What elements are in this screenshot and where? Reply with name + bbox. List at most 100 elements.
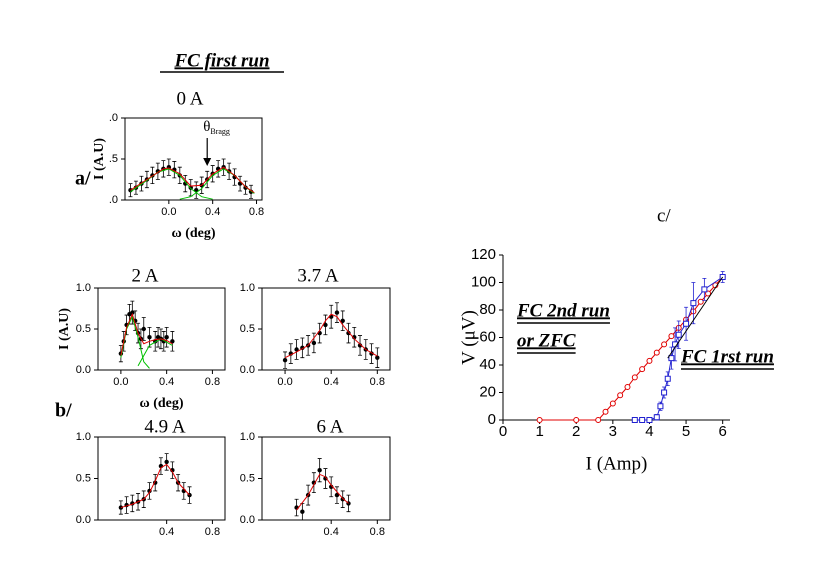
data-point (334, 492, 340, 498)
data-point (340, 497, 345, 502)
data-point (311, 340, 317, 346)
series-line (284, 313, 378, 359)
panel-label: b/ (55, 400, 72, 422)
x-tick-label: 0.8 (205, 526, 220, 538)
data-point (352, 335, 357, 340)
data-point (631, 417, 638, 423)
chart-title: 4.9 A (144, 416, 185, 437)
data-point (340, 318, 345, 323)
data-point (164, 335, 169, 340)
y-tick-label: .0 (109, 112, 118, 124)
data-point (282, 357, 288, 363)
y-tick-label: 40 (479, 356, 496, 373)
data-point (317, 468, 322, 473)
data-point (661, 389, 668, 396)
chart-title: 3.7 A (297, 265, 338, 286)
y-tick-label: 0.0 (76, 364, 91, 376)
series-line (120, 463, 190, 509)
series-line (120, 312, 173, 356)
data-point (668, 333, 675, 340)
annotation-subscript: Bragg (210, 127, 230, 136)
data-point (357, 343, 363, 348)
annotation: θBragg (203, 119, 230, 135)
data-point (164, 459, 169, 465)
series-line (667, 276, 724, 359)
data-point (690, 300, 697, 307)
y-tick-label: 120 (471, 246, 496, 263)
x-tick-label: 5 (682, 423, 690, 440)
annotation-symbol: θ (203, 119, 210, 135)
y-tick-label: 0.0 (240, 364, 255, 376)
annotation: FC 2nd run (516, 300, 610, 321)
y-tick-label: 0.5 (240, 472, 255, 484)
data-point (141, 326, 146, 332)
series-line (130, 168, 213, 200)
series-line (137, 338, 173, 367)
data-point (170, 339, 175, 344)
y-tick-label: 100 (471, 273, 496, 290)
x-axis-label: I (Amp) (586, 453, 648, 474)
y-tick-label: 0.0 (240, 514, 255, 526)
data-point (323, 476, 328, 481)
plot-frame (261, 287, 391, 371)
x-tick-label: 1 (535, 423, 543, 440)
x-tick-label: 0.0 (161, 206, 176, 218)
data-point (130, 310, 135, 315)
series-line (296, 473, 349, 511)
y-axis-label: I (A.U) (92, 138, 107, 180)
panel-label: a/ (75, 168, 91, 190)
data-point (536, 417, 543, 423)
annotation: FC 1rst run (680, 346, 774, 367)
data-point (653, 414, 660, 421)
y-tick-label: 0.5 (76, 323, 91, 335)
data-point (243, 185, 248, 190)
data-point (375, 355, 380, 360)
data-point (639, 417, 646, 423)
data-point (668, 355, 675, 362)
chart-title: 2 A (132, 265, 159, 286)
data-point (617, 392, 624, 399)
data-point (631, 374, 638, 381)
data-point (595, 417, 602, 423)
figure-header: FC first run (173, 50, 269, 71)
x-tick-label: 0.4 (159, 526, 174, 538)
x-tick-label: 0.4 (324, 526, 339, 538)
chart-title: 0 A (177, 88, 204, 109)
data-point (346, 330, 351, 336)
x-tick-label: 0.0 (277, 376, 292, 388)
data-point (294, 347, 299, 352)
y-tick-label: .0 (109, 194, 118, 206)
data-point (323, 322, 328, 328)
y-tick-label: 1.0 (240, 282, 255, 294)
data-point (639, 366, 646, 373)
data-point (334, 310, 340, 315)
data-point (602, 408, 609, 415)
x-tick-label: 0 (499, 423, 507, 440)
data-point (675, 331, 682, 338)
x-tick-label: 0.8 (249, 206, 264, 218)
y-tick-label: 80 (479, 301, 496, 318)
x-tick-label: 6 (719, 423, 727, 440)
y-axis-label: V (μV) (458, 310, 479, 365)
x-axis-label: ω (deg) (139, 396, 183, 411)
x-tick-label: 0.4 (159, 376, 174, 388)
x-tick-label: 0.4 (324, 376, 339, 388)
data-point (609, 400, 616, 407)
data-point (624, 384, 631, 390)
x-tick-label: 4 (645, 423, 653, 440)
x-tick-label: 0.8 (370, 376, 385, 388)
data-point (646, 357, 653, 364)
y-tick-label: 0.5 (76, 472, 91, 484)
plot-frame (97, 436, 226, 521)
y-tick-label: 60 (479, 328, 496, 345)
y-tick-label: 0 (488, 411, 496, 428)
data-point (147, 335, 152, 340)
data-point (170, 468, 175, 473)
series-line (130, 166, 255, 194)
data-point (300, 509, 305, 514)
y-tick-label: 20 (479, 383, 496, 400)
x-tick-label: 0.4 (205, 206, 220, 218)
y-tick-label: 1.0 (76, 431, 91, 443)
x-tick-label: 3 (609, 423, 617, 440)
